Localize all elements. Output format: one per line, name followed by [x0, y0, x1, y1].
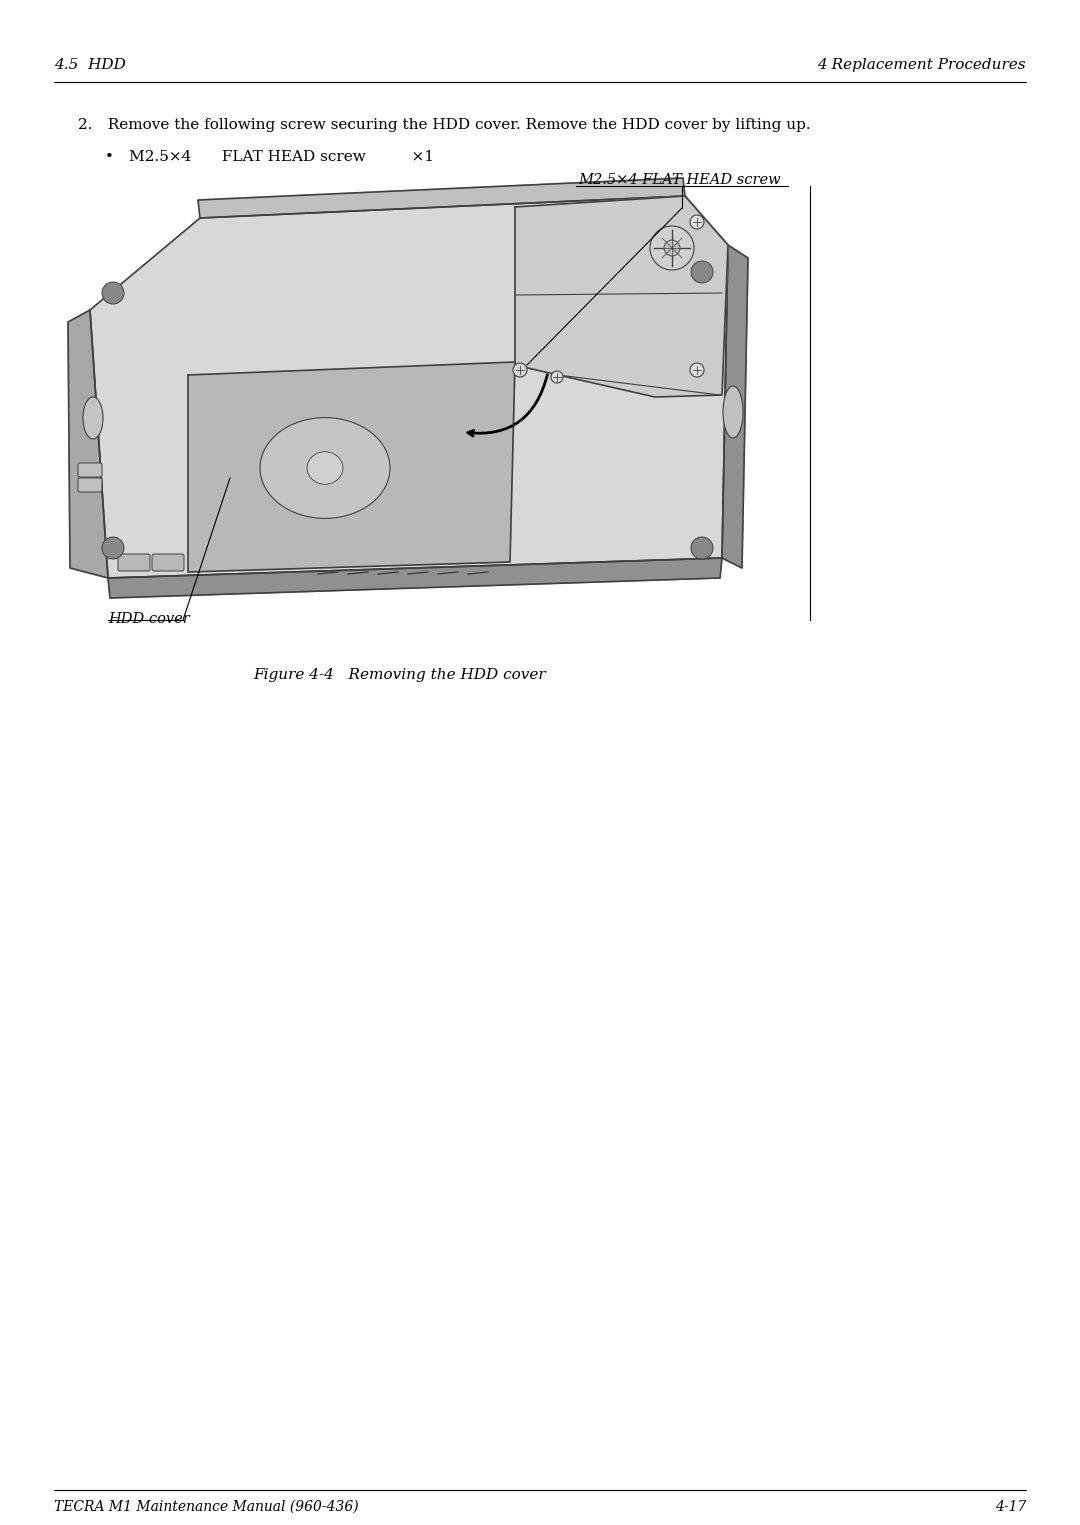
Ellipse shape	[307, 451, 342, 485]
Polygon shape	[198, 178, 685, 218]
Circle shape	[691, 537, 713, 560]
FancyBboxPatch shape	[78, 464, 102, 477]
Text: TECRA M1 Maintenance Manual (960-436): TECRA M1 Maintenance Manual (960-436)	[54, 1501, 359, 1514]
Text: 4-17: 4-17	[995, 1501, 1026, 1514]
Text: 4 Replacement Procedures: 4 Replacement Procedures	[818, 58, 1026, 72]
Text: 2. Remove the following screw securing the HDD cover. Remove the HDD cover by li: 2. Remove the following screw securing t…	[78, 117, 811, 133]
Circle shape	[690, 215, 704, 229]
Polygon shape	[90, 197, 728, 578]
Circle shape	[102, 537, 124, 560]
Polygon shape	[723, 246, 748, 567]
Polygon shape	[515, 197, 728, 396]
FancyBboxPatch shape	[78, 477, 102, 493]
Circle shape	[691, 261, 713, 284]
Circle shape	[102, 282, 124, 303]
Circle shape	[513, 363, 527, 377]
Polygon shape	[188, 361, 515, 572]
Ellipse shape	[83, 396, 103, 439]
Text: • M2.5×4  FLAT HEAD screw   ×1: • M2.5×4 FLAT HEAD screw ×1	[105, 149, 434, 165]
Polygon shape	[108, 558, 723, 598]
Polygon shape	[68, 310, 108, 578]
Circle shape	[650, 226, 694, 270]
Text: 4.5  HDD: 4.5 HDD	[54, 58, 126, 72]
Text: HDD cover: HDD cover	[108, 612, 190, 625]
Ellipse shape	[723, 386, 743, 438]
Text: Figure 4-4   Removing the HDD cover: Figure 4-4 Removing the HDD cover	[254, 668, 546, 682]
Circle shape	[551, 371, 563, 383]
FancyBboxPatch shape	[118, 554, 150, 570]
Circle shape	[690, 363, 704, 377]
Circle shape	[664, 239, 680, 256]
Ellipse shape	[260, 418, 390, 518]
Text: M2.5×4 FLAT HEAD screw: M2.5×4 FLAT HEAD screw	[578, 172, 781, 188]
FancyBboxPatch shape	[152, 554, 184, 570]
